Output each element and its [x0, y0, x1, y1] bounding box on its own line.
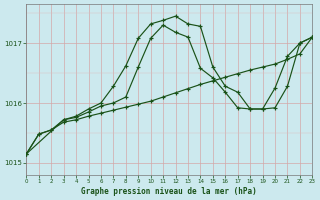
X-axis label: Graphe pression niveau de la mer (hPa): Graphe pression niveau de la mer (hPa) — [82, 187, 257, 196]
